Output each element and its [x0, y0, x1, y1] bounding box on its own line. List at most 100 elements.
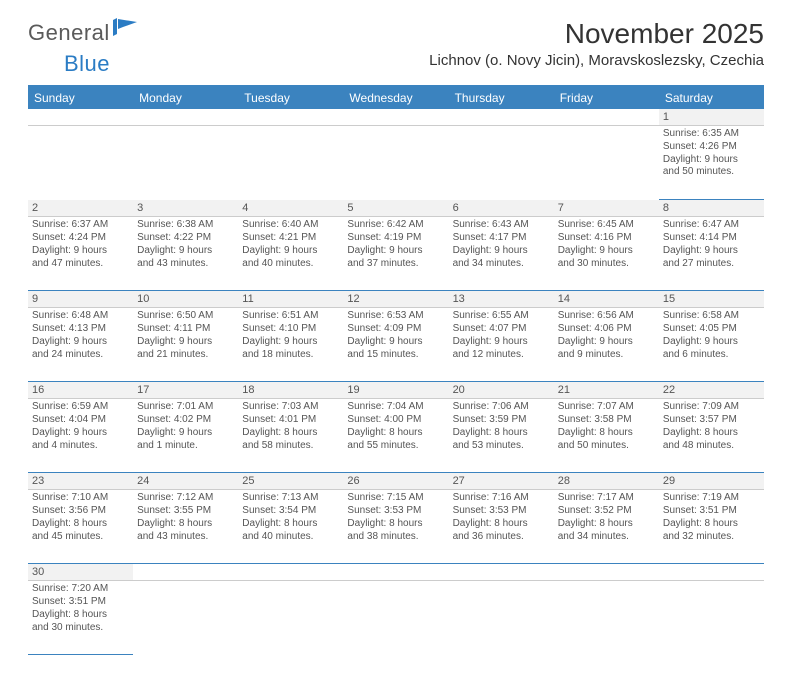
d2-text: and 34 minutes.: [558, 531, 655, 544]
day-cell: Sunrise: 6:40 AMSunset: 4:21 PMDaylight:…: [238, 217, 343, 291]
d1-text: Daylight: 9 hours: [242, 336, 339, 349]
day-number: 6: [449, 200, 554, 217]
day-number: 26: [343, 473, 448, 490]
day-number: [449, 564, 554, 581]
day-number: [133, 564, 238, 581]
sunset-text: Sunset: 4:04 PM: [32, 414, 129, 427]
day-number: 2: [28, 200, 133, 217]
logo-text-blue: Blue: [64, 51, 110, 76]
day-cell: Sunrise: 6:35 AMSunset: 4:26 PMDaylight:…: [659, 126, 764, 200]
d2-text: and 27 minutes.: [663, 258, 760, 271]
d2-text: and 21 minutes.: [137, 349, 234, 362]
day-number: 9: [28, 291, 133, 308]
day-cell: Sunrise: 7:03 AMSunset: 4:01 PMDaylight:…: [238, 399, 343, 473]
sunrise-text: Sunrise: 7:17 AM: [558, 492, 655, 505]
d2-text: and 12 minutes.: [453, 349, 550, 362]
sunrise-text: Sunrise: 6:48 AM: [32, 310, 129, 323]
d1-text: Daylight: 9 hours: [137, 427, 234, 440]
week-row: Sunrise: 6:37 AMSunset: 4:24 PM Daylight:…: [28, 217, 764, 291]
d1-text: Daylight: 9 hours: [32, 427, 129, 440]
day-number: 21: [554, 382, 659, 399]
sunrise-text: Sunrise: 6:43 AM: [453, 219, 550, 232]
daynum-row: 16171819202122: [28, 382, 764, 399]
sunrise-text: Sunrise: 7:15 AM: [347, 492, 444, 505]
d1-text: Daylight: 9 hours: [137, 336, 234, 349]
d2-text: and 50 minutes.: [558, 440, 655, 453]
sunset-text: Sunset: 3:54 PM: [242, 505, 339, 518]
d2-text: and 30 minutes.: [558, 258, 655, 271]
d1-text: Daylight: 8 hours: [242, 427, 339, 440]
day-header: Friday: [554, 86, 659, 109]
sunset-text: Sunset: 3:59 PM: [453, 414, 550, 427]
sunrise-text: Sunrise: 6:45 AM: [558, 219, 655, 232]
sunrise-text: Sunrise: 7:04 AM: [347, 401, 444, 414]
day-number: 12: [343, 291, 448, 308]
day-number: 4: [238, 200, 343, 217]
day-cell: [554, 581, 659, 655]
day-number: 3: [133, 200, 238, 217]
d1-text: Daylight: 8 hours: [32, 518, 129, 531]
d2-text: and 15 minutes.: [347, 349, 444, 362]
day-cell: Sunrise: 7:20 AMSunset: 3:51 PMDaylight:…: [28, 581, 133, 655]
sunrise-text: Sunrise: 6:37 AM: [32, 219, 129, 232]
day-cell: [343, 581, 448, 655]
day-cell: [238, 581, 343, 655]
daynum-row: 9101112131415: [28, 291, 764, 308]
d1-text: Daylight: 9 hours: [347, 245, 444, 258]
sunrise-text: Sunrise: 6:47 AM: [663, 219, 760, 232]
week-row: Sunrise: 6:48 AMSunset: 4:13 PMDaylight:…: [28, 308, 764, 382]
day-number: 25: [238, 473, 343, 490]
d2-text: and 9 minutes.: [558, 349, 655, 362]
sunrise-text: Sunrise: 7:20 AM: [32, 583, 129, 596]
d2-text: and 18 minutes.: [242, 349, 339, 362]
day-number: 18: [238, 382, 343, 399]
sunrise-text: Sunrise: 6:53 AM: [347, 310, 444, 323]
day-number: [343, 109, 448, 126]
sunset-text: Sunset: 3:53 PM: [453, 505, 550, 518]
day-cell: Sunrise: 6:53 AMSunset: 4:09 PMDaylight:…: [343, 308, 448, 382]
d2-text: and 45 minutes.: [32, 531, 129, 544]
day-number: 22: [659, 382, 764, 399]
sunrise-text: Sunrise: 6:35 AM: [663, 128, 760, 141]
day-cell: Sunrise: 6:42 AMSunset: 4:19 PMDaylight:…: [343, 217, 448, 291]
day-cell: Sunrise: 7:13 AMSunset: 3:54 PMDaylight:…: [238, 490, 343, 564]
day-number: [449, 109, 554, 126]
d1-text: Daylight: 8 hours: [558, 518, 655, 531]
day-header: Thursday: [449, 86, 554, 109]
sunrise-text: Sunrise: 6:56 AM: [558, 310, 655, 323]
d2-text: and 48 minutes.: [663, 440, 760, 453]
day-cell: Sunrise: 7:12 AMSunset: 3:55 PMDaylight:…: [133, 490, 238, 564]
sunrise-text: Sunrise: 6:40 AM: [242, 219, 339, 232]
d1-text: Daylight: 9 hours: [453, 245, 550, 258]
day-cell: Sunrise: 6:43 AMSunset: 4:17 PMDaylight:…: [449, 217, 554, 291]
sunset-text: Sunset: 3:52 PM: [558, 505, 655, 518]
day-cell: Sunrise: 6:50 AMSunset: 4:11 PMDaylight:…: [133, 308, 238, 382]
calendar-table: Sunday Monday Tuesday Wednesday Thursday…: [28, 85, 764, 655]
sunrise-text: Sunrise: 6:55 AM: [453, 310, 550, 323]
d1-text: Daylight: 8 hours: [242, 518, 339, 531]
sunset-text: Sunset: 3:55 PM: [137, 505, 234, 518]
day-header: Sunday: [28, 86, 133, 109]
sunset-text: Sunset: 3:56 PM: [32, 505, 129, 518]
d1-text: Daylight: 9 hours: [663, 245, 760, 258]
sunset-text: Sunset: 3:58 PM: [558, 414, 655, 427]
sunrise-text: Sunrise: 6:50 AM: [137, 310, 234, 323]
sunrise-text: Sunrise: 7:07 AM: [558, 401, 655, 414]
day-cell: Sunrise: 6:37 AMSunset: 4:24 PMDaylight:…: [28, 217, 133, 291]
day-number: 1: [659, 109, 764, 126]
sunrise-text: Sunrise: 7:06 AM: [453, 401, 550, 414]
day-number: 8: [659, 200, 764, 217]
d1-text: Daylight: 8 hours: [663, 518, 760, 531]
sunset-text: Sunset: 4:24 PM: [32, 232, 129, 245]
sunrise-text: Sunrise: 7:10 AM: [32, 492, 129, 505]
d2-text: and 43 minutes.: [137, 258, 234, 271]
logo: General: [28, 18, 139, 47]
d2-text: and 24 minutes.: [32, 349, 129, 362]
day-number: [238, 109, 343, 126]
day-cell: Sunrise: 6:48 AMSunset: 4:13 PMDaylight:…: [28, 308, 133, 382]
d2-text: and 58 minutes.: [242, 440, 339, 453]
logo-text-general: General: [28, 20, 110, 46]
day-header: Saturday: [659, 86, 764, 109]
flag-icon: [113, 18, 139, 41]
sunrise-text: Sunrise: 7:09 AM: [663, 401, 760, 414]
